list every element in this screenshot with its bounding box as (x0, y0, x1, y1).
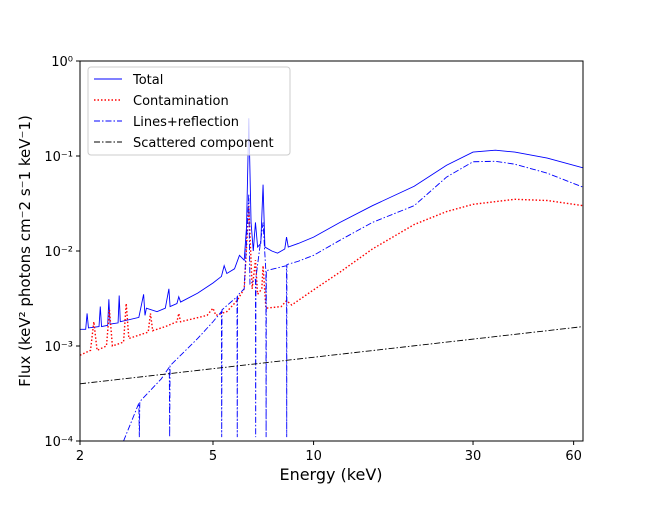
x-tick-label: 2 (76, 449, 84, 464)
y-axis-label: Flux (keV² photons cm⁻2 s⁻1 keV⁻1) (16, 115, 34, 387)
legend-label: Contamination (133, 94, 229, 109)
legend-label: Total (132, 73, 163, 88)
legend-label: Lines+reflection (133, 115, 239, 130)
series-line (80, 326, 583, 385)
y-tick-label: 10⁻³ (44, 340, 73, 355)
series-line (80, 118, 583, 330)
x-tick-label: 5 (209, 449, 217, 464)
series-line (80, 198, 583, 356)
x-tick-label: 30 (465, 449, 482, 464)
y-tick-label: 10⁰ (51, 55, 73, 70)
y-tick-label: 10⁻¹ (44, 150, 73, 165)
legend-label: Scattered component (133, 136, 274, 151)
plot-lines (80, 118, 583, 441)
y-tick-label: 10⁻² (44, 245, 73, 260)
x-tick-label: 60 (565, 449, 582, 464)
y-tick-label: 10⁻⁴ (44, 435, 73, 450)
legend-box (87, 66, 291, 156)
x-tick-label: 10 (305, 449, 322, 464)
series-line (123, 160, 583, 441)
x-axis-label: Energy (keV) (279, 465, 382, 484)
